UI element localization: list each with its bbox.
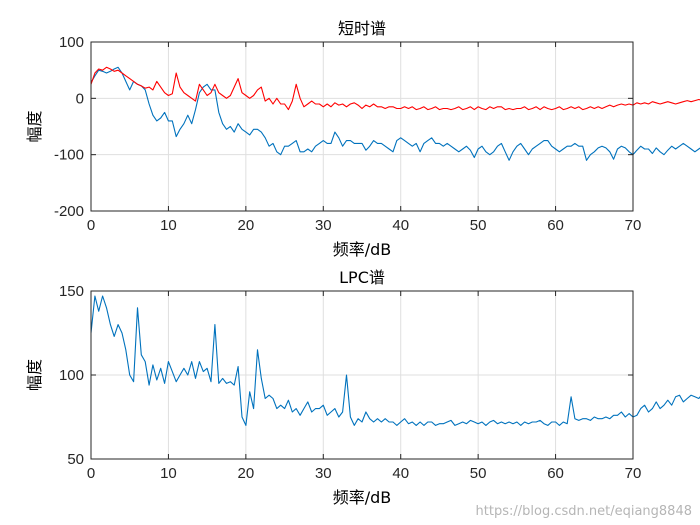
- axes-box: [90, 41, 634, 212]
- x-tick-label: 0: [87, 465, 95, 482]
- x-tick-label: 70: [625, 465, 642, 482]
- y-tick-label: 100: [59, 34, 84, 51]
- x-tick-label: 0: [87, 217, 95, 234]
- x-tick-label: 10: [160, 465, 177, 482]
- x-tick-label: 20: [238, 217, 255, 234]
- chart-title: 短时谱: [338, 19, 386, 38]
- x-tick-label: 20: [238, 465, 255, 482]
- x-tick-label: 10: [160, 217, 177, 234]
- y-tick-label: 100: [59, 367, 84, 384]
- y-axis-label: 幅度: [25, 110, 44, 142]
- x-tick-label: 40: [392, 217, 409, 234]
- x-tick-label: 30: [315, 465, 332, 482]
- y-tick-label: -100: [54, 147, 84, 164]
- series-line-spectrum: [90, 66, 700, 161]
- x-axis-label: 频率/dB: [333, 488, 392, 507]
- y-tick-label: 0: [76, 90, 84, 107]
- x-tick-label: 60: [547, 217, 564, 234]
- y-tick-label: 50: [67, 451, 84, 468]
- y-axis-label: 幅度: [25, 359, 44, 391]
- x-tick-label: 40: [392, 465, 409, 482]
- chart-title: LPC谱: [339, 268, 385, 287]
- y-tick-label: 150: [59, 283, 84, 300]
- plot-area: [91, 42, 633, 211]
- x-tick-label: 50: [470, 465, 487, 482]
- x-tick-label: 60: [547, 465, 564, 482]
- x-tick-label: 50: [470, 217, 487, 234]
- x-tick-label: 30: [315, 217, 332, 234]
- x-tick-label: 70: [625, 217, 642, 234]
- y-tick-label: -200: [54, 203, 84, 220]
- x-axis-label: 频率/dB: [333, 240, 392, 259]
- series-line-envelope: [90, 66, 700, 111]
- watermark: https://blog.csdn.net/eqiang8848: [475, 504, 692, 519]
